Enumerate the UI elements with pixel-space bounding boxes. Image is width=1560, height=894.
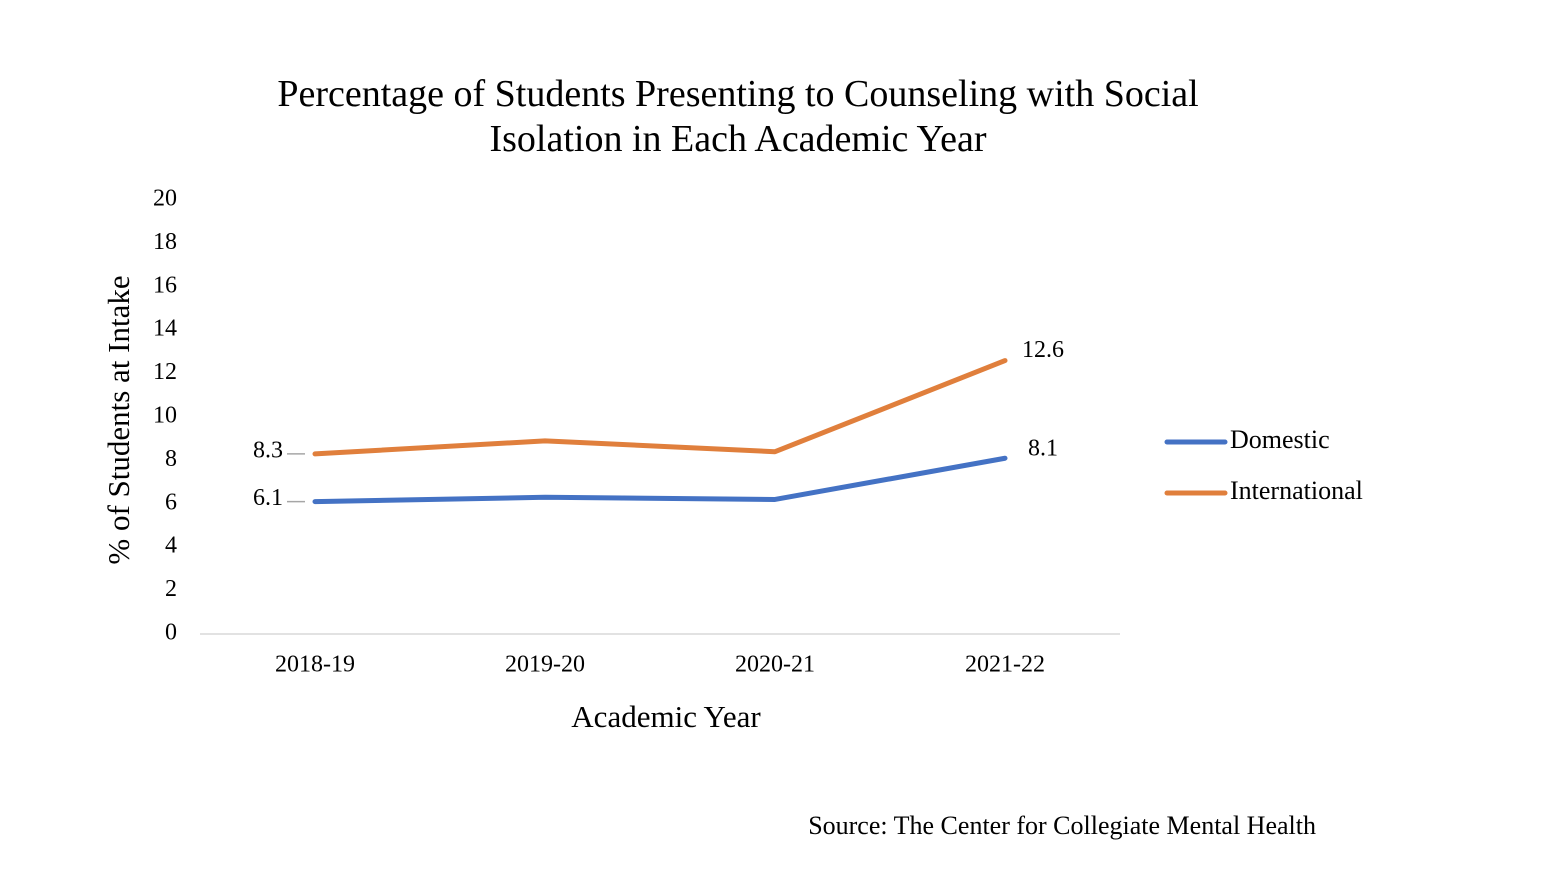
data-label: 8.1: [1028, 436, 1058, 462]
data-label: 12.6: [1022, 337, 1064, 363]
x-tick-label: 2021-22: [965, 652, 1045, 678]
y-tick-label: 10: [153, 403, 177, 429]
y-tick-label: 20: [153, 186, 177, 212]
y-tick-label: 18: [153, 229, 177, 255]
chart-title: Percentage of Students Presenting to Cou…: [277, 73, 1198, 160]
y-tick-label: 14: [153, 316, 177, 342]
x-tick-label: 2018-19: [275, 652, 355, 678]
legend-label: International: [1230, 476, 1363, 505]
x-tick-label: 2019-20: [505, 652, 585, 678]
data-label: 6.1: [253, 485, 283, 511]
data-label: 8.3: [253, 437, 283, 463]
y-tick-label: 16: [153, 272, 177, 298]
x-tick-label: 2020-21: [735, 652, 815, 678]
legend-label: Domestic: [1230, 425, 1330, 454]
y-tick-label: 4: [165, 533, 177, 559]
y-tick-label: 2: [165, 576, 177, 602]
y-tick-label: 0: [165, 620, 177, 646]
y-tick-label: 8: [165, 446, 177, 472]
y-tick-label: 6: [165, 489, 177, 515]
series-line: [312, 358, 1008, 457]
source-note: Source: The Center for Collegiate Mental…: [808, 811, 1316, 840]
y-axis-title: % of Students at Intake: [101, 275, 136, 564]
y-tick-label: 12: [153, 359, 177, 385]
series-line: [312, 455, 1008, 505]
x-axis-title: Academic Year: [571, 699, 761, 734]
